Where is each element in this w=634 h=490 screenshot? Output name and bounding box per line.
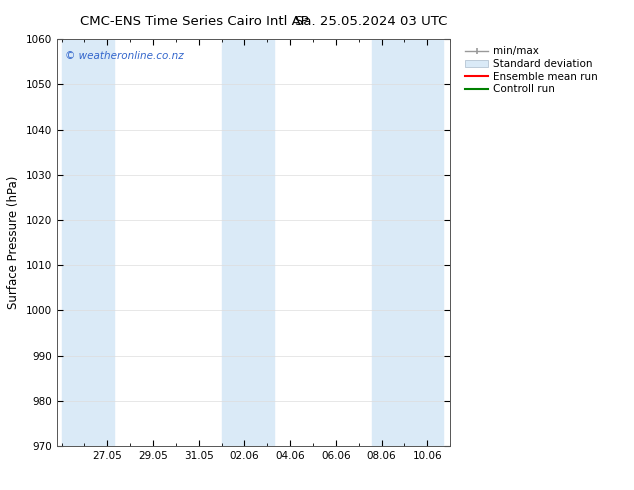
Legend: min/max, Standard deviation, Ensemble mean run, Controll run: min/max, Standard deviation, Ensemble me… bbox=[463, 45, 600, 97]
Text: CMC-ENS Time Series Cairo Intl AP: CMC-ENS Time Series Cairo Intl AP bbox=[81, 15, 309, 28]
Y-axis label: Surface Pressure (hPa): Surface Pressure (hPa) bbox=[8, 176, 20, 309]
Bar bbox=[222, 39, 274, 446]
Text: © weatheronline.co.nz: © weatheronline.co.nz bbox=[65, 51, 184, 61]
Text: Sa. 25.05.2024 03 UTC: Sa. 25.05.2024 03 UTC bbox=[295, 15, 448, 28]
Bar bbox=[372, 39, 443, 446]
Bar bbox=[61, 39, 114, 446]
